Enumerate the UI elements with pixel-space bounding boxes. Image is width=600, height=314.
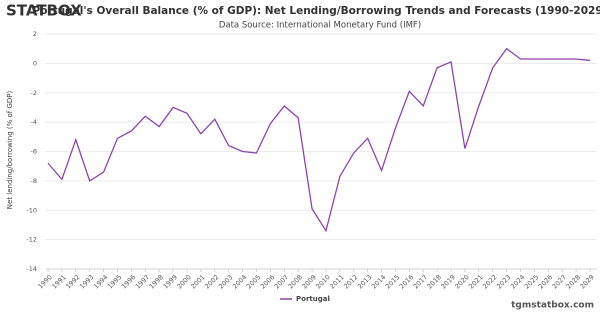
x-tick-label: 1994 bbox=[92, 273, 109, 290]
x-tick-label: 2020 bbox=[453, 273, 470, 290]
y-tick-label: -6 bbox=[31, 148, 37, 156]
legend-label: Portugal bbox=[296, 295, 330, 303]
x-tick-label: 2024 bbox=[509, 273, 526, 290]
x-tick-label: 2025 bbox=[523, 273, 540, 290]
y-tick-label: 0 bbox=[33, 59, 37, 67]
x-tick-label: 2013 bbox=[356, 273, 373, 290]
y-axis-label: Net lending/borrowing (% of GDP) bbox=[6, 91, 14, 210]
chart-title: Portugal's Overall Balance (% of GDP): N… bbox=[33, 5, 600, 17]
x-tick-label: 2019 bbox=[439, 273, 456, 290]
x-tick-label: 1993 bbox=[78, 273, 95, 290]
x-tick-label: 2004 bbox=[231, 273, 248, 290]
x-tick-label: 2009 bbox=[301, 273, 318, 290]
x-tick-label: 1990 bbox=[36, 273, 53, 290]
x-tick-label: 2017 bbox=[412, 273, 429, 290]
x-tick-label: 2015 bbox=[384, 273, 401, 290]
x-tick-label: 1991 bbox=[50, 273, 67, 290]
x-tick-label: 1999 bbox=[162, 273, 179, 290]
chart-subtitle: Data Source: International Monetary Fund… bbox=[219, 21, 421, 31]
x-tick-label: 2001 bbox=[189, 273, 206, 290]
x-tick-label: 2022 bbox=[481, 273, 498, 290]
y-tick-label: -4 bbox=[31, 118, 37, 126]
x-tick-label: 2005 bbox=[245, 273, 262, 290]
x-tick-label: 2000 bbox=[175, 273, 192, 290]
y-tick-label: -12 bbox=[26, 236, 37, 244]
x-tick-label: 1996 bbox=[120, 273, 137, 290]
x-tick-label: 1998 bbox=[148, 273, 165, 290]
site: tgmstatbox.com bbox=[511, 301, 594, 311]
x-tick-label: 2012 bbox=[342, 273, 359, 290]
x-tick-label: 1995 bbox=[106, 273, 123, 290]
x-tick-label: 2029 bbox=[578, 273, 595, 290]
x-tick-label: 2026 bbox=[537, 273, 554, 290]
x-tick-label: 2028 bbox=[565, 273, 582, 290]
x-tick-label: 2018 bbox=[426, 273, 443, 290]
y-tick-label: -8 bbox=[31, 177, 37, 185]
y-tick-label: -14 bbox=[26, 265, 37, 273]
y-tick-label: -2 bbox=[31, 89, 37, 97]
x-tick-label: 2014 bbox=[370, 273, 387, 290]
x-tick-label: 2007 bbox=[273, 273, 290, 290]
x-tick-label: 1992 bbox=[64, 273, 81, 290]
x-tick-label: 2011 bbox=[328, 273, 345, 290]
x-tick-label: 2027 bbox=[551, 273, 568, 290]
logo: STATBOX bbox=[6, 2, 82, 20]
x-tick-label: 2016 bbox=[398, 273, 415, 290]
x-tick-label: 1997 bbox=[134, 273, 151, 290]
x-tick-label: 2010 bbox=[314, 273, 331, 290]
x-tick-label: 2023 bbox=[495, 273, 512, 290]
x-tick-label: 2002 bbox=[203, 273, 220, 290]
line bbox=[47, 47, 591, 233]
y-tick-label: 2 bbox=[33, 30, 37, 38]
x-tick-label: 2006 bbox=[259, 273, 276, 290]
x-tick-label: 2021 bbox=[467, 273, 484, 290]
x-tick-label: 2003 bbox=[217, 273, 234, 290]
y-tick-label: -10 bbox=[26, 206, 37, 214]
x-tick-label: 2008 bbox=[287, 273, 304, 290]
